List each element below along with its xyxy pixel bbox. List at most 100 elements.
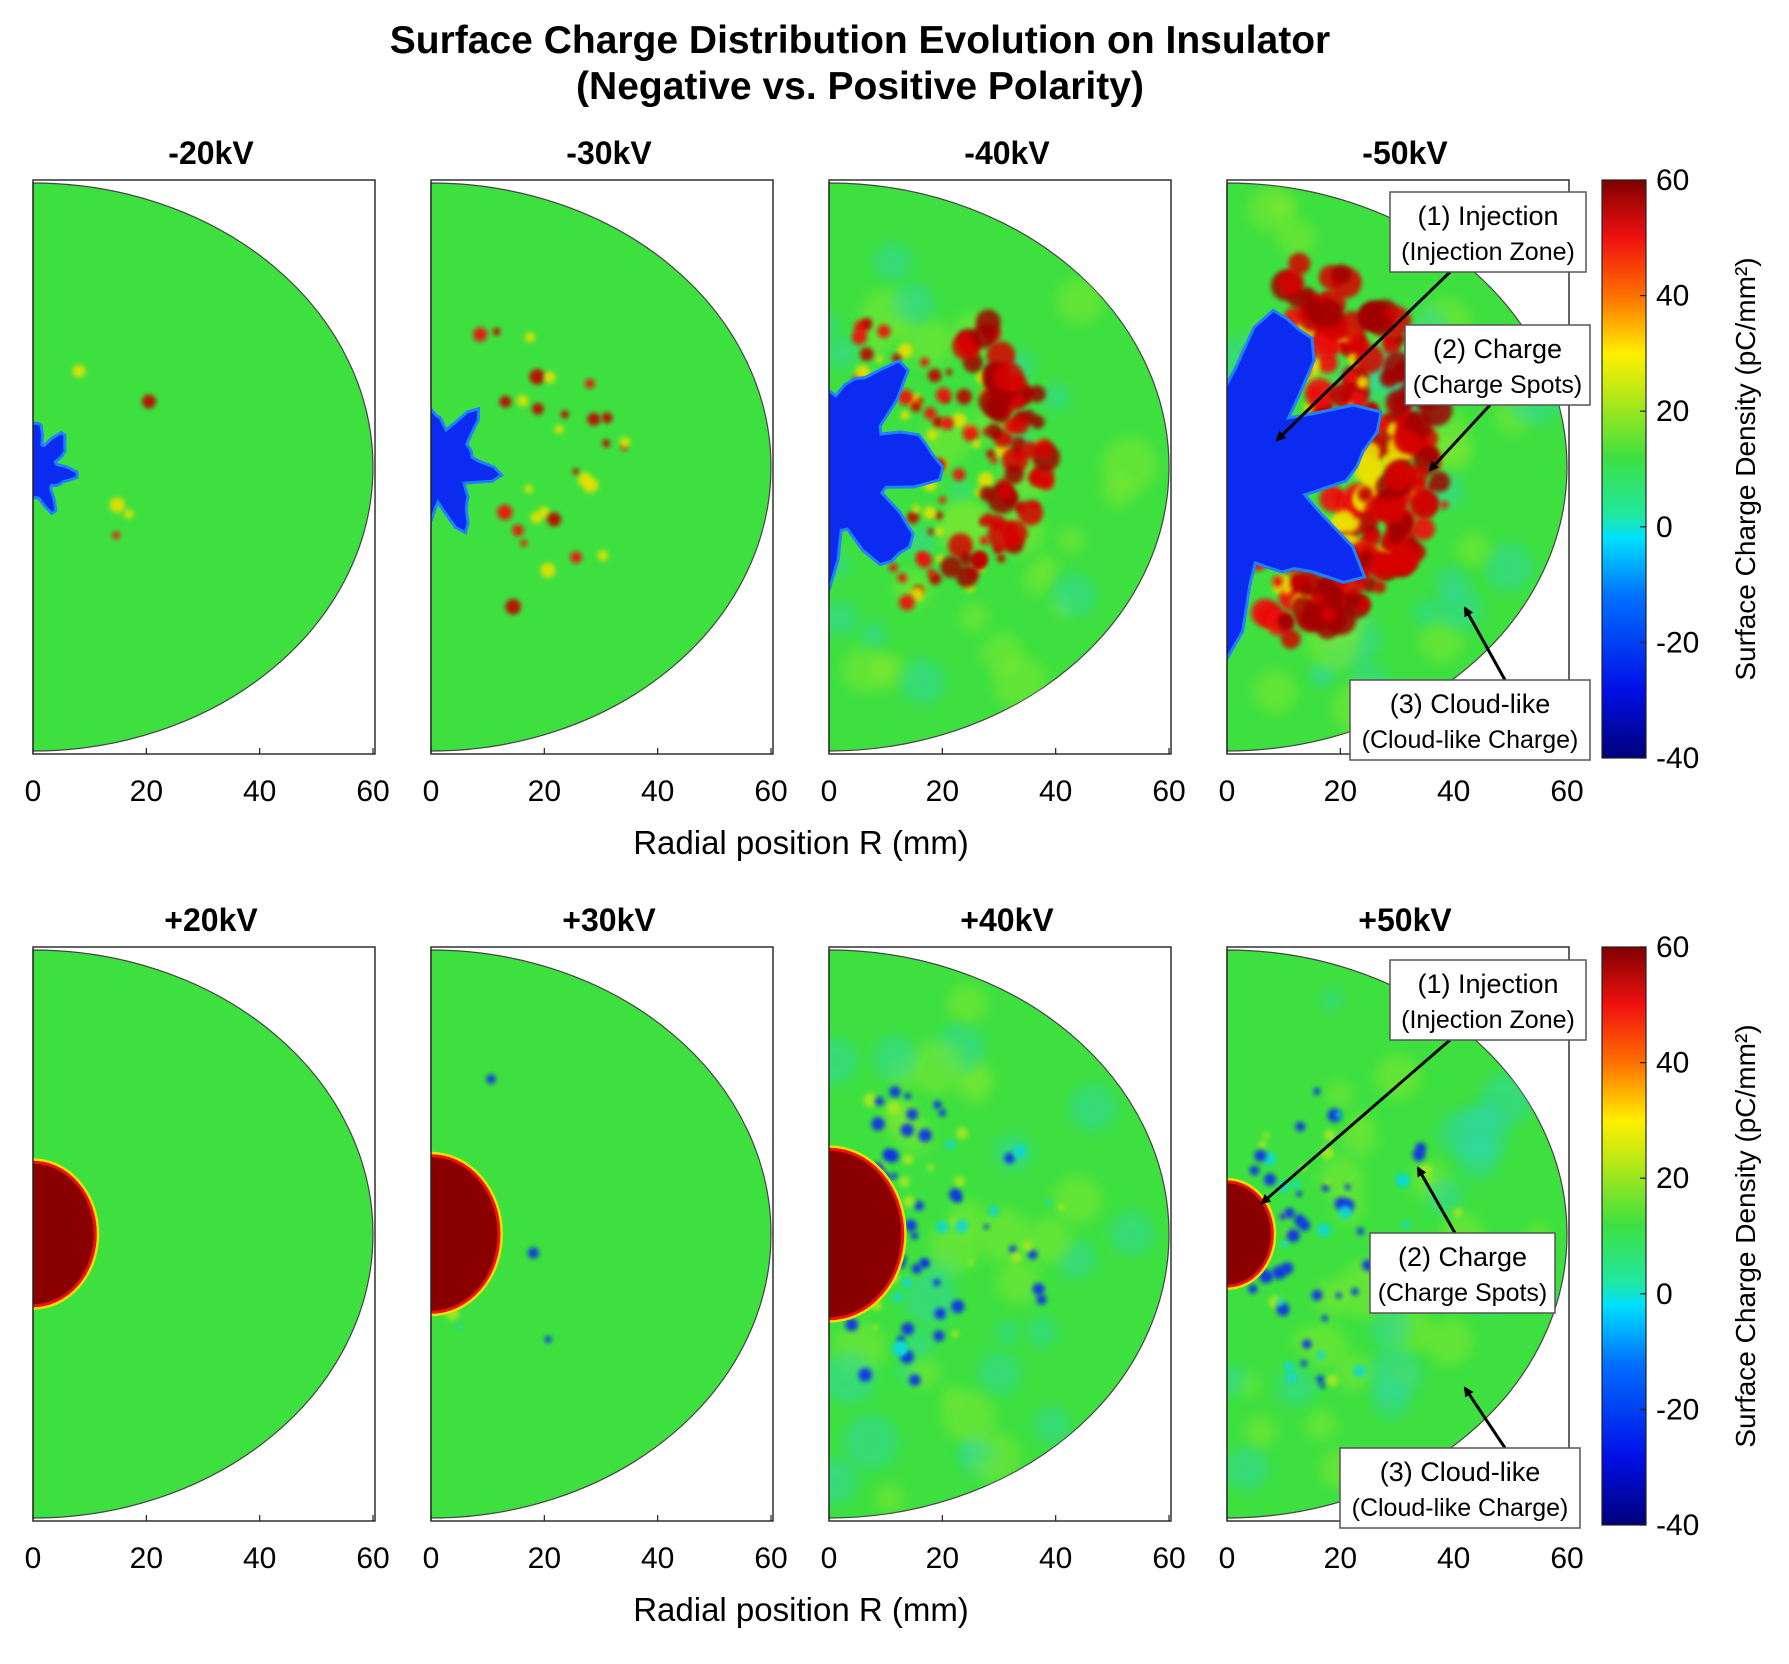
cloud-blob <box>873 241 912 281</box>
x-axis-label: Radial position R (mm) <box>633 1591 969 1628</box>
charge-spot <box>619 437 631 448</box>
cloud-blob <box>1425 1177 1463 1215</box>
cloud-blob <box>995 1321 1019 1345</box>
charge-spot <box>602 439 611 448</box>
charge-spot <box>1284 1207 1295 1219</box>
annotation-1: (1) Injection (Injection Zone) <box>1275 191 1587 442</box>
charge-spot <box>1411 517 1435 541</box>
charge-spot <box>1032 1283 1045 1296</box>
cloud-blob <box>1326 1080 1353 1107</box>
charge-spot <box>1321 1315 1329 1322</box>
x-tick-label: 40 <box>641 1542 674 1575</box>
charge-spot <box>531 403 544 415</box>
charge-spot <box>1415 1142 1427 1154</box>
annotation-box <box>1404 324 1591 406</box>
x-tick-label: 60 <box>1550 1542 1583 1575</box>
charge-spot <box>1292 1180 1300 1189</box>
cloud-blob <box>829 1457 858 1505</box>
colorbar-tick-label: 20 <box>1656 1162 1689 1195</box>
charge-band-blob <box>1280 629 1301 649</box>
charge-spot <box>72 364 86 378</box>
x-tick-label: 0 <box>1219 775 1236 808</box>
x-tick-label: 40 <box>1437 1542 1470 1575</box>
charge-spot <box>996 554 1006 563</box>
panel-frame <box>828 946 1172 1522</box>
charge-spot <box>904 1092 912 1100</box>
annotation-line1: (3) Cloud-like <box>1380 1457 1541 1487</box>
panel-frame <box>32 179 376 755</box>
charge-spot <box>872 1325 878 1331</box>
charge-spot <box>1335 1111 1342 1118</box>
cloud-blob <box>906 319 954 366</box>
panel-frame <box>828 179 1172 755</box>
charge-spot <box>924 407 937 420</box>
annotation-line1: (2) Charge <box>1398 1242 1527 1272</box>
charge-band-blob <box>978 386 1009 417</box>
charge-spot <box>927 368 942 383</box>
charge-band-blob <box>1380 500 1405 526</box>
cloud-blob <box>1027 1317 1058 1348</box>
charge-spot <box>914 1200 924 1211</box>
charge-spot <box>1328 383 1352 407</box>
half-disk <box>430 949 772 1519</box>
charge-spot <box>1304 378 1335 408</box>
charge-band-blob <box>997 485 1012 499</box>
charge-spot <box>888 563 898 572</box>
x-tick-label: 60 <box>754 1542 787 1575</box>
cloud-blob <box>977 1208 1031 1263</box>
annotation-line2: (Charge Spots) <box>1378 1279 1548 1307</box>
charge-spot <box>951 1330 959 1338</box>
cloud-blob <box>1319 1156 1364 1201</box>
charge-spot <box>554 424 564 434</box>
cloud-blob <box>1227 1364 1248 1396</box>
charge-spot <box>1326 1374 1339 1387</box>
charge-band-blob <box>1321 607 1336 623</box>
charge-spot <box>906 511 920 524</box>
annotation-line2: (Cloud-like Charge) <box>1352 1494 1569 1522</box>
cloud-blob <box>872 1035 918 1081</box>
charge-spot <box>1344 1184 1351 1191</box>
charge-spot <box>1009 1245 1017 1253</box>
charge-spot <box>1281 1240 1289 1248</box>
heatmap-panel-2: -30kV <box>430 135 774 755</box>
charge-spot <box>544 1335 552 1343</box>
charge-spot <box>901 1322 915 1336</box>
injection-zone <box>431 1151 503 1317</box>
charge-spot <box>900 410 910 420</box>
charge-band-blob <box>1350 336 1366 352</box>
cloud-blob <box>993 1133 1032 1172</box>
cloud-blob <box>1051 573 1097 618</box>
cloud-blob <box>1419 618 1464 663</box>
cloud-blob <box>1435 566 1469 601</box>
cloud-blob <box>907 1329 935 1357</box>
charge-spot <box>109 497 126 513</box>
annotation-line2: (Injection Zone) <box>1401 238 1575 266</box>
cloud-blob <box>1033 1407 1071 1445</box>
panel-title: -30kV <box>566 135 652 171</box>
charge-spot <box>983 1224 990 1230</box>
charge-spot <box>886 1149 899 1163</box>
charge-spot <box>927 429 938 440</box>
charge-spot <box>1300 1360 1308 1367</box>
colorbar-tick-label: 0 <box>1656 1278 1673 1311</box>
charge-spot <box>899 1176 910 1187</box>
charge-band-blob <box>975 309 1001 335</box>
heatmap-panel-7: +40kV <box>828 902 1172 1522</box>
colorbar-tick-label: 60 <box>1656 164 1689 197</box>
cloud-blob <box>1057 527 1084 553</box>
charge-spot <box>524 484 533 493</box>
cloud-blob <box>1254 670 1298 714</box>
charge-spot <box>904 1219 917 1232</box>
charge-spot <box>1398 1176 1409 1187</box>
annotation-box <box>1339 1447 1581 1529</box>
x-tick-label: 60 <box>1152 775 1185 808</box>
charge-spot <box>906 1108 918 1121</box>
charge-spot <box>845 1318 859 1332</box>
charge-spot <box>1338 1205 1352 1220</box>
charge-spot <box>1036 1294 1047 1305</box>
charge-spot <box>1316 1375 1325 1384</box>
charge-spot <box>977 472 994 488</box>
charge-spot <box>861 318 873 329</box>
cloud-blob <box>860 621 888 649</box>
